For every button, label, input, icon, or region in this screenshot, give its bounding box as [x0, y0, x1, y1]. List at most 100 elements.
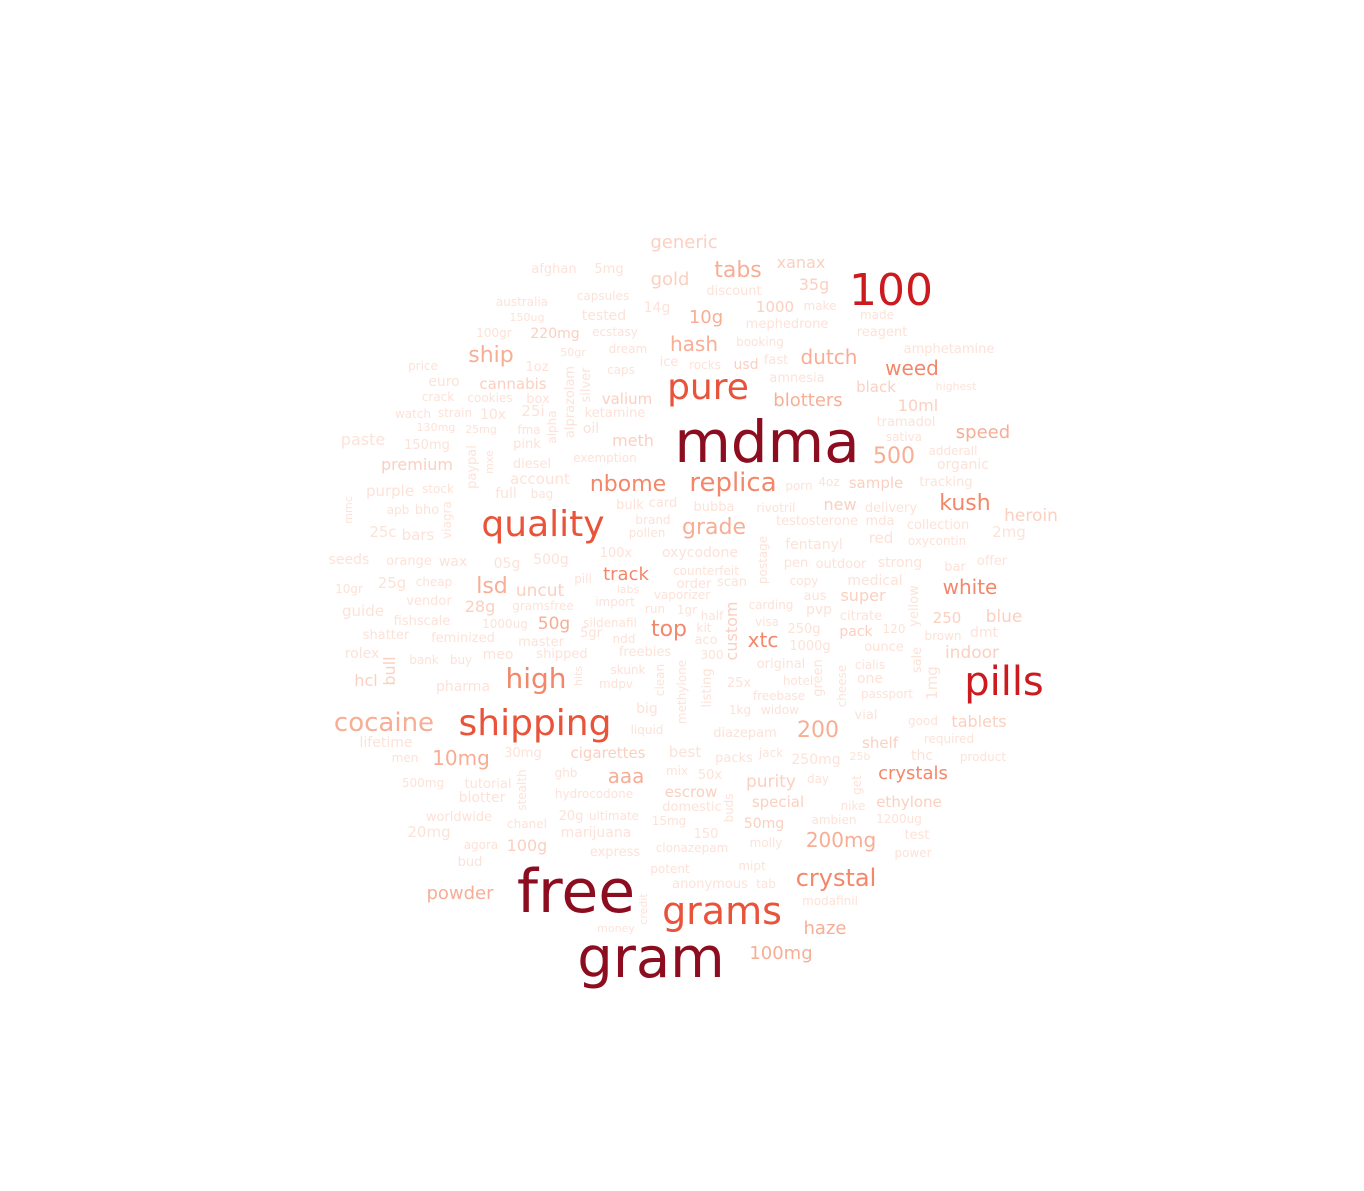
word-special: special [752, 793, 804, 811]
word-import: import [595, 595, 635, 609]
word-500g: 500g [533, 552, 569, 568]
word-caps: caps [607, 363, 635, 377]
word-gramsfree: gramsfree [512, 599, 574, 613]
word-strong: strong [878, 555, 923, 571]
word-ecstasy: ecstasy [592, 325, 638, 339]
word-rivotril: rivotril [756, 501, 795, 515]
word-blotters: blotters [773, 390, 842, 411]
word-high: high [505, 662, 566, 695]
word-chanel: chanel [507, 817, 547, 831]
word-alprazolam: alprazolam [563, 366, 578, 438]
word-postage: postage [756, 536, 770, 584]
word-500mg: 500mg [402, 776, 444, 790]
word-card: card [649, 496, 677, 511]
word-power: power [894, 846, 931, 860]
word-mipt: mipt [738, 859, 766, 873]
word-blotter: blotter [459, 790, 506, 806]
word-diazepam: diazepam [713, 726, 777, 741]
word-5gr: 5gr [580, 626, 603, 641]
word-14g: 14g [644, 300, 671, 316]
word-tramadol: tramadol [877, 415, 936, 430]
word-220mg: 220mg [530, 326, 579, 342]
word-premium: premium [381, 455, 453, 474]
word-potent: potent [650, 862, 690, 876]
word-kush: kush [939, 491, 990, 516]
word-free: free [517, 857, 635, 927]
word-money: money [597, 922, 635, 935]
word-gram: gram [577, 926, 724, 991]
word-sildenafil: sildenafil [583, 616, 637, 630]
word-1000g: 1000g [789, 639, 830, 654]
word-white: white [943, 575, 998, 599]
word-half: half [701, 609, 724, 623]
word-anonymous: anonymous [672, 877, 748, 892]
word-replica: replica [689, 468, 776, 498]
word-2mg: 2mg [992, 523, 1026, 541]
word-28g: 28g [465, 597, 496, 616]
word-05g: 05g [494, 556, 521, 572]
word-1200ug: 1200ug [876, 812, 922, 826]
word-50gr: 50gr [560, 346, 586, 359]
word-exemption: exemption [573, 451, 637, 465]
word-seeds: seeds [329, 552, 370, 568]
word-methylone: methylone [675, 660, 689, 724]
word-bubba: bubba [694, 500, 735, 515]
word-grade: grade [682, 515, 746, 540]
word-new: new [823, 495, 856, 514]
word-australia: australia [496, 295, 548, 309]
word-aaa: aaa [608, 764, 645, 788]
word-men: men [392, 751, 419, 765]
word-fishscale: fishscale [394, 614, 451, 629]
word-get: get [850, 775, 864, 795]
word-stealth: stealth [515, 769, 529, 810]
word-dream: dream [609, 342, 648, 356]
word-bank: bank [409, 653, 439, 667]
word-30mg: 30mg [504, 746, 541, 761]
word-shelf: shelf [862, 734, 899, 752]
word-25mg: 25mg [465, 423, 497, 436]
word-pure: pure [667, 367, 749, 408]
word-diesel: diesel [513, 457, 551, 472]
word-1gr: 1gr [677, 603, 697, 617]
word-grams: grams [662, 889, 782, 933]
word-10gr: 10gr [335, 582, 363, 596]
word-made: made [860, 308, 894, 322]
word-widow: widow [761, 703, 799, 717]
word-pvp: pvp [806, 602, 832, 618]
word-account: account [510, 470, 570, 488]
word-original: original [757, 657, 806, 672]
word-rocks: rocks [689, 358, 721, 372]
word-discount: discount [706, 284, 761, 299]
word-mxe: mxe [483, 450, 496, 474]
word-oxycontin: oxycontin [908, 534, 966, 548]
word-25i: 25i [521, 402, 544, 420]
word-100x: 100x [600, 546, 633, 561]
word-25g: 25g [378, 574, 407, 592]
word-make: make [804, 299, 837, 313]
word-tab: tab [756, 877, 776, 891]
word-booking: booking [736, 335, 784, 349]
word-sativa: sativa [886, 430, 922, 444]
word-pharma: pharma [436, 679, 490, 695]
word-20mg: 20mg [407, 823, 450, 841]
word-required: required [924, 732, 974, 746]
word-mdpv: mdpv [599, 677, 633, 691]
word-yellow: yellow [907, 585, 922, 627]
word-testosterone: testosterone [776, 514, 858, 529]
word-10x: 10x [480, 407, 506, 423]
word-bulk: bulk [616, 498, 644, 513]
word-crack: crack [422, 390, 454, 404]
word-quality: quality [481, 504, 604, 545]
word-150mg: 150mg [404, 438, 450, 453]
word-dutch: dutch [801, 345, 858, 369]
word-pollen: pollen [629, 526, 666, 540]
word-10ml: 10ml [898, 396, 938, 415]
word-super: super [840, 586, 885, 605]
word-meo: meo [483, 647, 514, 663]
word-crystals: crystals [878, 763, 948, 784]
word-product: product [960, 750, 1006, 764]
word-bud: bud [458, 855, 483, 870]
word-feminized: feminized [431, 631, 495, 646]
word-250g: 250g [787, 622, 820, 637]
word-scan: scan [717, 575, 747, 590]
